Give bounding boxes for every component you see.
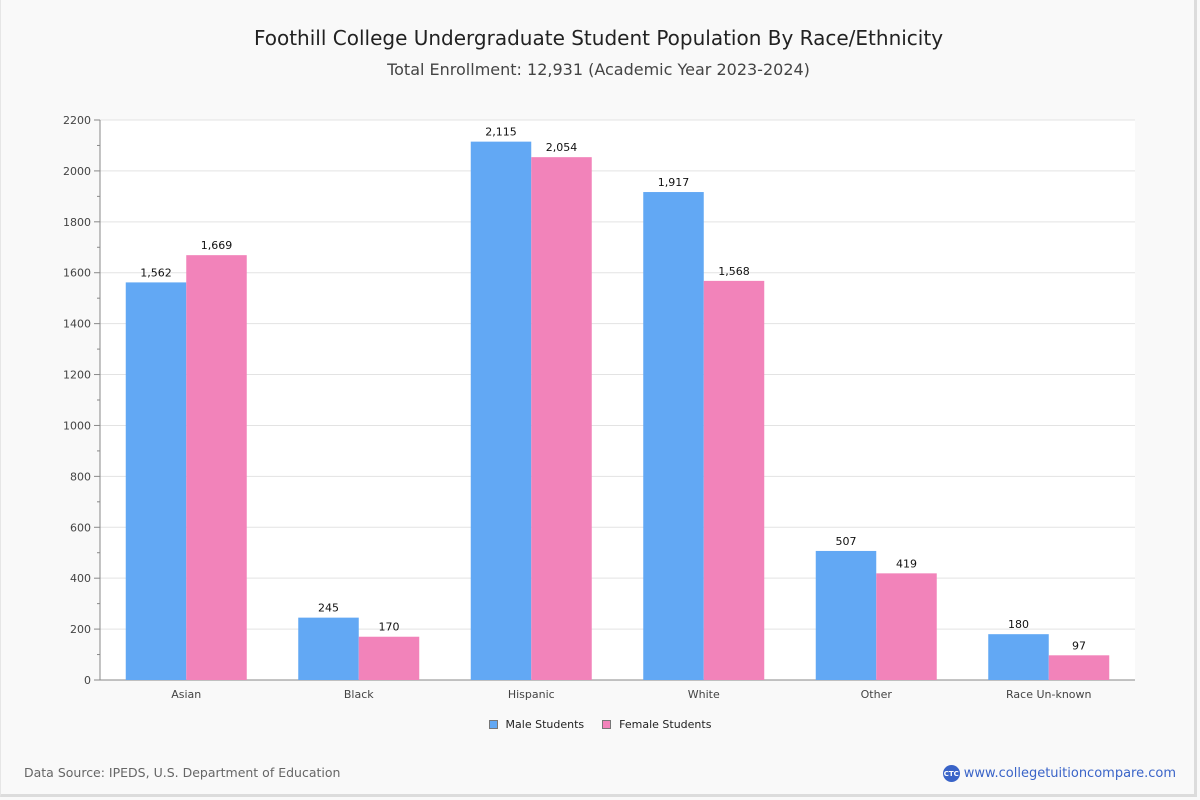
- data-label: 245: [318, 602, 339, 615]
- bar-male: [470, 141, 532, 681]
- x-tick-label: Hispanic: [508, 688, 555, 701]
- x-tick-label: White: [688, 688, 720, 701]
- y-tick-label: 600: [70, 521, 91, 534]
- data-label: 180: [1008, 618, 1029, 631]
- bar-female: [1048, 655, 1110, 680]
- data-label: 1,562: [140, 266, 172, 279]
- y-tick-label: 2200: [63, 114, 91, 127]
- legend-label-female: Female Students: [619, 718, 712, 731]
- bar-male: [815, 550, 877, 680]
- data-label: 1,917: [658, 176, 690, 189]
- plot-area: [100, 120, 1135, 680]
- bar-female: [876, 573, 937, 680]
- legend-item-male[interactable]: Male Students: [488, 718, 585, 731]
- data-label: 170: [379, 621, 400, 634]
- y-tick-label: 0: [84, 674, 91, 687]
- bar-female: [358, 636, 420, 680]
- x-tick-label: Other: [861, 688, 893, 701]
- bar-male: [298, 617, 359, 680]
- bar-male: [643, 192, 704, 680]
- brand-url: www.collegetuitioncompare.com: [963, 766, 1176, 781]
- legend-item-female[interactable]: Female Students: [602, 718, 711, 731]
- y-tick-label: 800: [70, 470, 91, 483]
- bar-female: [186, 255, 247, 680]
- y-tick-label: 1200: [63, 369, 91, 382]
- legend-swatch-male: [488, 720, 498, 729]
- chart-title: Foothill College Undergraduate Student P…: [253, 26, 944, 50]
- data-label: 419: [896, 557, 917, 570]
- y-tick-label: 1800: [63, 216, 91, 229]
- y-tick-label: 400: [70, 572, 91, 585]
- y-tick-label: 1600: [63, 267, 91, 280]
- x-tick-label: Race Un-known: [1006, 688, 1092, 701]
- x-tick-label: Asian: [171, 688, 201, 701]
- ctc-logo-icon: CTC: [942, 765, 960, 782]
- legend-label-male: Male Students: [505, 718, 585, 731]
- bar-female: [531, 157, 592, 680]
- data-label: 2,115: [485, 126, 517, 139]
- legend: Male Students Female Students: [0, 718, 1200, 731]
- data-source: Data Source: IPEDS, U.S. Department of E…: [24, 765, 341, 780]
- chart-subtitle: Total Enrollment: 12,931 (Academic Year …: [387, 60, 810, 79]
- bar-male: [125, 282, 187, 680]
- legend-swatch-female: [602, 720, 612, 729]
- bar-female: [703, 280, 765, 680]
- data-label: 97: [1072, 639, 1086, 652]
- data-label: 1,568: [718, 265, 750, 278]
- data-label: 507: [836, 535, 857, 548]
- y-tick-label: 1400: [63, 318, 91, 331]
- y-tick-label: 2000: [63, 165, 91, 178]
- brand-link[interactable]: CTC www.collegetuitioncompare.com: [942, 765, 1176, 782]
- bar-male: [988, 634, 1049, 680]
- y-tick-label: 200: [70, 623, 91, 636]
- data-label: 1,669: [201, 239, 233, 252]
- x-tick-label: Black: [344, 688, 374, 701]
- data-label: 2,054: [546, 141, 578, 154]
- y-tick-label: 1000: [63, 419, 91, 432]
